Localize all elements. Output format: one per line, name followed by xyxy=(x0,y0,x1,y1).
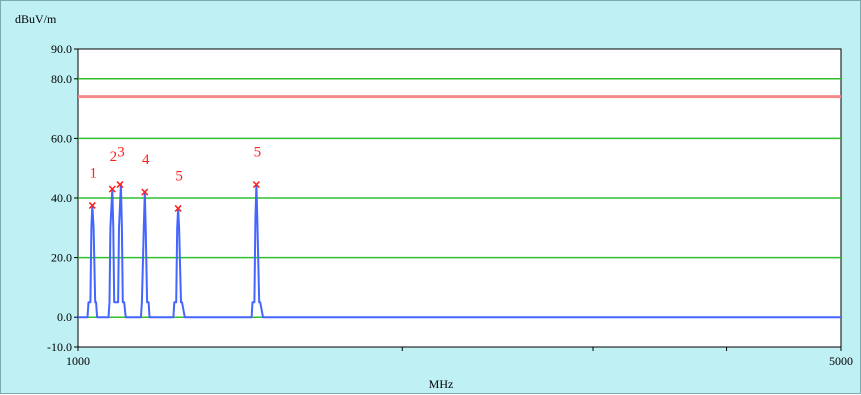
y-tick-label: -10.0 xyxy=(47,340,72,354)
x-tick-labels: 1000 5000 xyxy=(66,347,853,368)
peak-marker-x xyxy=(174,204,182,212)
y-tick-label: 90.0 xyxy=(51,42,72,56)
peak-marker-label: 2 xyxy=(110,149,118,165)
peak-marker-label: 5 xyxy=(254,145,262,161)
y-tick-label: 20.0 xyxy=(51,251,72,265)
marker-group: 12 3 4 5 5 xyxy=(88,145,262,212)
x-tick-label: 5000 xyxy=(829,354,853,368)
y-tick-label: 40.0 xyxy=(51,191,72,205)
y-tick-labels: 90.0 80.0 60.0 40.0 20.0 0.0 -10.0 xyxy=(47,42,78,354)
x-axis-unit: MHz xyxy=(429,377,454,391)
peak-marker-label: 4 xyxy=(142,152,150,168)
y-tick-label: 80.0 xyxy=(51,72,72,86)
y-tick-label: 0.0 xyxy=(57,310,72,324)
y-axis-unit: dBuV/m xyxy=(15,12,57,26)
peak-marker: 4 xyxy=(141,152,150,196)
peak-marker-x xyxy=(108,185,116,193)
peak-marker-x xyxy=(252,181,260,189)
y-tick-label: 60.0 xyxy=(51,131,72,145)
trace-line xyxy=(78,183,841,319)
trace-group xyxy=(78,183,841,319)
x-tick-label: 1000 xyxy=(66,354,90,368)
peak-marker: 3 xyxy=(116,145,125,189)
peak-marker: 2 xyxy=(108,149,118,193)
peak-marker-label: 3 xyxy=(117,145,125,161)
peak-marker-label: 1 xyxy=(90,165,98,181)
peak-marker: 5 xyxy=(174,168,183,212)
peak-marker: 1 xyxy=(88,165,98,209)
peak-marker-label: 5 xyxy=(175,168,183,184)
peak-marker-x xyxy=(141,188,149,196)
peak-marker-x xyxy=(116,181,124,189)
peak-marker: 5 xyxy=(252,145,262,189)
peak-marker-x xyxy=(88,201,96,209)
